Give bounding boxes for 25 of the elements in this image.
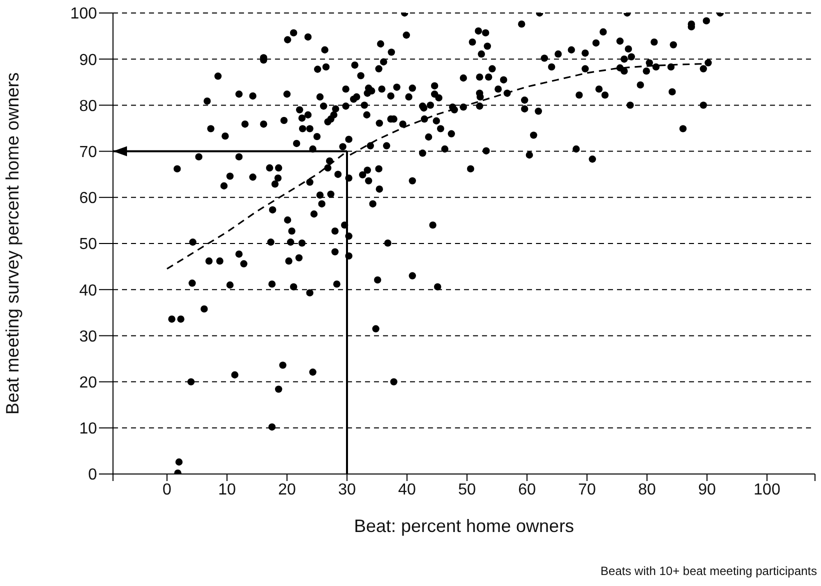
- y-tick-label: 100: [70, 6, 98, 23]
- x-axis-title: Beat: percent home owners: [354, 516, 574, 536]
- text: Beats with 10+ beat meeting participants: [600, 564, 817, 578]
- x-tick-label: 60: [518, 481, 536, 498]
- x-tick-label: 40: [398, 481, 416, 498]
- y-tick-label: 10: [79, 420, 98, 438]
- x-tick-label: 20: [278, 481, 296, 498]
- y-tick-label: 50: [79, 236, 98, 254]
- y-tick-label: 30: [79, 328, 98, 346]
- x-tick-label: 100: [754, 481, 780, 498]
- x-tick-label: 0: [162, 481, 172, 498]
- y-tick-label: 0: [88, 466, 98, 484]
- x-tick-label: 30: [338, 481, 356, 498]
- y-tick-label: 60: [79, 190, 98, 208]
- x-tick-label: 90: [698, 481, 716, 498]
- y-axis-title: Beat meeting survey percent home owners: [2, 72, 22, 415]
- x-tick-label: 70: [578, 481, 596, 498]
- y-tick-label: 20: [79, 374, 98, 392]
- y-tick-label: 70: [79, 144, 98, 161]
- x-tick-label: 80: [638, 481, 656, 498]
- y-tick-label: 40: [79, 282, 98, 300]
- x-tick-label: 50: [458, 481, 476, 498]
- y-tick-label: 80: [79, 98, 98, 115]
- y-tick-label: 90: [79, 52, 98, 69]
- x-tick-label: 10: [218, 481, 236, 498]
